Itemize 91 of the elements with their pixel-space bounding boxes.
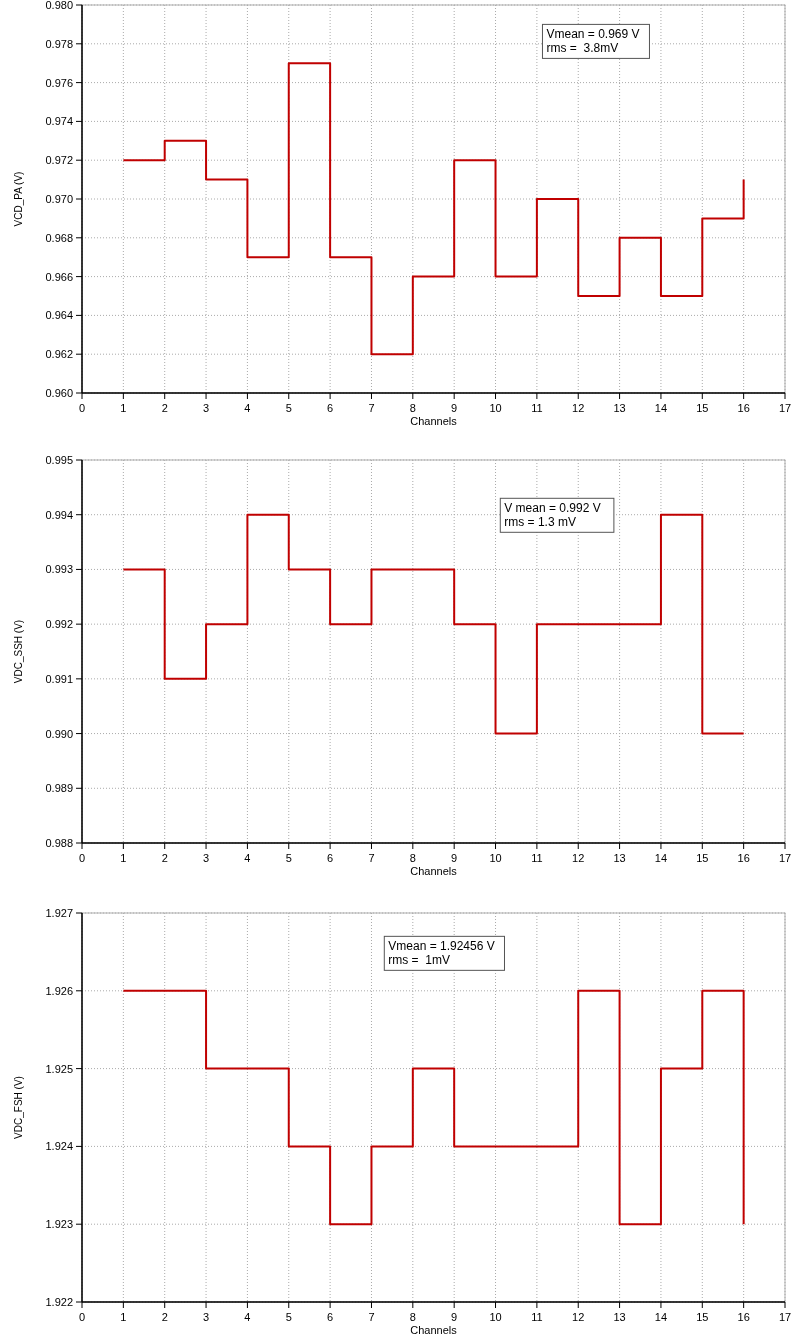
x-tick-label: 14 [654, 402, 668, 414]
x-tick-label: 6 [327, 1311, 334, 1323]
y-tick-label: 0.991 [45, 672, 73, 685]
x-tick-label: 9 [451, 852, 458, 864]
x-tick-label: 12 [572, 402, 585, 414]
y-tick-label: 1.926 [45, 984, 73, 997]
annotation: Vmean = 0.969 V [546, 27, 640, 42]
x-tick-label: 5 [285, 852, 292, 864]
x-tick-label: 8 [409, 852, 416, 864]
x-tick-label: 10 [489, 402, 502, 414]
y-tick-label: 0.968 [45, 231, 73, 244]
annotation: rms = 3.8mV [546, 41, 619, 56]
x-tick-label: 13 [613, 852, 626, 864]
x-tick-label: 11 [531, 852, 543, 864]
x-tick-label: 0 [78, 402, 86, 414]
y-tick-label: 1.922 [45, 1296, 73, 1308]
x-tick-label: 12 [572, 1311, 585, 1323]
x-tick-label: 8 [409, 1311, 416, 1323]
x-axis-title: Channels [410, 1324, 458, 1336]
y-tick-label: 0.960 [45, 387, 73, 399]
x-tick-label: 5 [285, 402, 292, 414]
y-tick-label: 1.925 [45, 1062, 73, 1075]
y-tick-label: 1.924 [45, 1140, 73, 1153]
y-tick-label: 0.992 [45, 618, 73, 631]
x-tick-label: 9 [451, 1311, 458, 1323]
y-tick-label: 0.974 [45, 115, 73, 128]
y-tick-label: 0.988 [45, 837, 73, 849]
y-tick-label: 0.970 [45, 193, 73, 205]
x-tick-label: 12 [572, 852, 585, 864]
x-tick-label: 17 [778, 402, 792, 414]
y-tick-label: 0.962 [45, 348, 73, 361]
x-tick-label: 15 [696, 1311, 709, 1323]
x-tick-label: 17 [778, 1311, 792, 1323]
x-tick-label: 1 [120, 1311, 127, 1323]
x-tick-label: 10 [489, 852, 502, 864]
x-axis-title: Channels [410, 865, 458, 877]
y-tick-label: 0.990 [45, 727, 73, 740]
x-tick-label: 3 [203, 402, 210, 414]
x-tick-label: 2 [161, 852, 168, 864]
x-tick-label: 7 [368, 402, 375, 414]
annotation: rms = 1.3 mV [504, 515, 576, 530]
x-tick-label: 2 [161, 1311, 168, 1323]
x-tick-label: 11 [531, 1311, 543, 1323]
x-tick-label: 0 [78, 852, 86, 864]
x-tick-label: 15 [696, 852, 709, 864]
y-tick-label: 0.995 [45, 454, 73, 466]
y-tick-label: 0.993 [45, 563, 73, 576]
x-tick-label: 5 [285, 1311, 292, 1323]
y-axis-title: VDC_SSH (V) [13, 619, 24, 684]
x-tick-label: 4 [244, 852, 251, 864]
x-tick-label: 0 [78, 1311, 86, 1323]
x-tick-label: 6 [327, 852, 334, 864]
x-tick-label: 14 [654, 852, 668, 864]
x-tick-label: 7 [368, 852, 375, 864]
x-tick-label: 14 [654, 1311, 668, 1323]
y-tick-label: 0.976 [45, 76, 73, 89]
x-tick-label: 16 [737, 1311, 750, 1323]
x-tick-label: 4 [244, 1311, 251, 1323]
x-tick-label: 2 [161, 402, 168, 414]
y-tick-label: 1.923 [45, 1218, 73, 1231]
x-tick-label: 1 [120, 402, 127, 414]
annotation: Vmean = 1.92456 V [388, 939, 495, 954]
y-tick-label: 0.964 [45, 309, 73, 322]
x-tick-label: 1 [120, 852, 127, 864]
x-tick-label: 13 [613, 1311, 626, 1323]
y-axis-title: VCD_PA (V) [13, 171, 24, 227]
annotation: rms = 1mV [388, 953, 450, 968]
x-tick-label: 11 [531, 402, 543, 414]
x-tick-label: 4 [244, 402, 251, 414]
x-tick-label: 3 [203, 852, 210, 864]
x-tick-label: 10 [489, 1311, 502, 1323]
y-tick-label: 0.980 [45, 0, 73, 11]
y-tick-label: 0.966 [45, 270, 73, 283]
x-tick-label: 13 [613, 402, 626, 414]
x-tick-label: 16 [737, 402, 750, 414]
y-tick-label: 0.989 [45, 782, 73, 795]
x-tick-label: 3 [203, 1311, 210, 1323]
y-tick-label: 0.972 [45, 154, 73, 167]
y-tick-label: 0.994 [45, 508, 73, 521]
x-axis-title: Channels [410, 415, 458, 427]
x-tick-label: 8 [409, 402, 416, 414]
y-tick-label: 1.927 [45, 907, 73, 919]
x-tick-label: 15 [696, 402, 709, 414]
x-tick-label: 16 [737, 852, 750, 864]
y-axis-title: VDC_FSH (V) [13, 1076, 24, 1139]
x-tick-label: 6 [327, 402, 334, 414]
y-tick-label: 0.978 [45, 37, 73, 50]
annotation: V mean = 0.992 V [504, 501, 601, 516]
x-tick-label: 9 [451, 402, 458, 414]
x-tick-label: 7 [368, 1311, 375, 1323]
x-tick-label: 17 [778, 852, 792, 864]
